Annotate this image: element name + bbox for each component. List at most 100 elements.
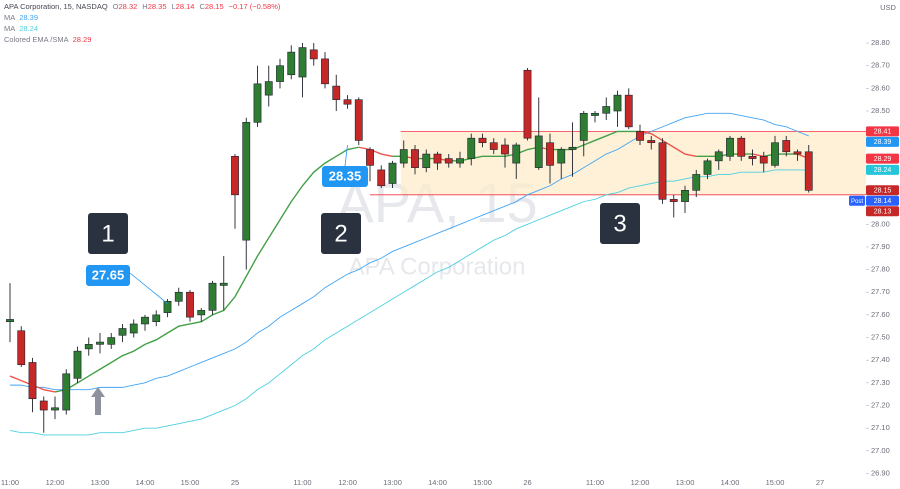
quote-value: 28.32	[119, 2, 138, 11]
y-tick-label: 27.80	[871, 265, 890, 274]
candle-body	[804, 151, 813, 191]
quote-key: O	[113, 2, 119, 11]
price-tag-label: 28.13	[874, 209, 892, 216]
candle-body	[636, 131, 644, 141]
candle-body	[591, 112, 599, 116]
candle-body	[523, 69, 532, 139]
y-tick-label: 27.20	[871, 400, 890, 409]
y-tick-label: 28.80	[871, 38, 890, 47]
indicator-name: MA	[4, 13, 15, 22]
candle-body	[107, 337, 116, 345]
candle-body	[163, 300, 172, 313]
x-tick-label: 13:00	[91, 478, 110, 487]
x-tick-label: 13:00	[676, 478, 695, 487]
candle-body	[264, 81, 273, 96]
candle-body	[771, 142, 779, 166]
candle-body	[242, 122, 251, 241]
candle-body	[174, 291, 183, 302]
callout-box	[86, 265, 130, 286]
x-tick-label: 14:00	[721, 478, 740, 487]
y-tick-label: 28.00	[871, 219, 890, 228]
symbol: APA Corporation, 15, NASDAQ	[4, 2, 108, 11]
candle-body	[276, 65, 284, 82]
price-tag-prefix-label: Post	[851, 199, 863, 205]
y-tick-label: 27.10	[871, 423, 890, 432]
currency: USD	[880, 3, 896, 12]
candle-body	[478, 137, 487, 144]
candle-body	[253, 83, 262, 123]
candle-body	[377, 169, 386, 187]
quote-key: H	[142, 2, 147, 11]
y-tick-label: 28.50	[871, 106, 890, 115]
indicator-legend: MA 28.39	[4, 13, 38, 22]
x-tick-label: 14:00	[136, 478, 155, 487]
y-tick-label: 27.70	[871, 287, 890, 296]
price-tag	[866, 153, 899, 164]
price-tag	[866, 136, 899, 147]
candle-body	[782, 140, 791, 153]
candle-body	[422, 153, 431, 168]
candle-body	[231, 156, 239, 196]
candle-body	[219, 282, 228, 286]
y-tick-label: 26.90	[871, 468, 890, 477]
candle-body	[39, 400, 48, 411]
candle-body	[692, 174, 701, 191]
ema-line	[639, 130, 697, 157]
candle-body	[73, 350, 82, 379]
indicator-legend: MA 28.24	[4, 24, 38, 33]
candle-body	[726, 137, 734, 157]
price-tag-label: 28.29	[874, 156, 892, 163]
callout-pointer	[129, 272, 168, 304]
y-tick-label: 27.00	[871, 446, 890, 455]
price-tag	[866, 164, 899, 175]
candle-body	[197, 310, 206, 316]
header: APA Corporation, 15, NASDAQ O28.32 H28.35 L…	[4, 2, 281, 11]
candle-body	[118, 328, 127, 336]
candle-body	[388, 162, 397, 184]
x-tick-label: 15:00	[473, 478, 492, 487]
step-marker	[88, 213, 128, 254]
candle-body	[456, 158, 464, 164]
x-tick-label: 12:00	[631, 478, 650, 487]
ema-line	[358, 146, 393, 157]
candle-body	[748, 156, 757, 159]
callout-label: 27.65	[92, 267, 125, 282]
quote-value: 28.14	[176, 2, 195, 11]
y-tick-label: 28.60	[871, 83, 890, 92]
callout-pointer	[344, 144, 348, 167]
candle-body	[579, 112, 588, 141]
price-tag-prefix	[849, 195, 865, 206]
indicator-legend: Colored EMA /SMA 28.29	[4, 35, 91, 44]
y-tick-label: 27.90	[871, 242, 890, 251]
candle-body	[366, 149, 374, 166]
candle-body	[6, 319, 14, 322]
candle-body	[84, 344, 93, 350]
x-tick-label: 15:00	[181, 478, 200, 487]
candle-body	[489, 142, 498, 150]
step-marker-label: 1	[101, 220, 114, 247]
x-tick-label: 26	[523, 478, 531, 487]
candle-body	[467, 137, 476, 159]
candle-body	[399, 149, 408, 164]
candle-body	[51, 407, 59, 411]
candle-body	[354, 99, 363, 141]
ma-line	[9, 169, 809, 436]
change: −0.17 (−0.58%)	[229, 2, 281, 11]
candle-body	[737, 137, 746, 157]
x-tick-label: 11:00	[586, 478, 604, 487]
candle-body	[759, 156, 768, 164]
price-tag-label: 28.41	[874, 129, 892, 136]
ma-line	[10, 112, 809, 391]
indicator-value: 28.24	[19, 24, 38, 33]
x-tick-label: 12:00	[46, 478, 65, 487]
candle-body	[321, 58, 329, 85]
price-tag	[866, 206, 899, 217]
indicator-name: Colored EMA /SMA	[4, 35, 69, 44]
candle-body	[62, 373, 71, 411]
candle-body	[647, 140, 656, 144]
price-tag	[866, 126, 899, 137]
candle-body	[793, 151, 802, 155]
